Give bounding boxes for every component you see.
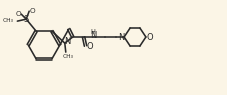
Text: CH₃: CH₃ xyxy=(62,54,73,59)
Text: S: S xyxy=(24,15,29,24)
Text: N: N xyxy=(64,37,70,46)
Text: O: O xyxy=(29,8,35,14)
Text: O: O xyxy=(146,32,153,42)
Text: O: O xyxy=(86,42,93,51)
Text: O: O xyxy=(15,11,21,17)
Text: CH₃: CH₃ xyxy=(2,18,13,23)
Text: N: N xyxy=(118,32,124,42)
Text: N: N xyxy=(90,30,96,40)
Text: H: H xyxy=(91,29,95,35)
